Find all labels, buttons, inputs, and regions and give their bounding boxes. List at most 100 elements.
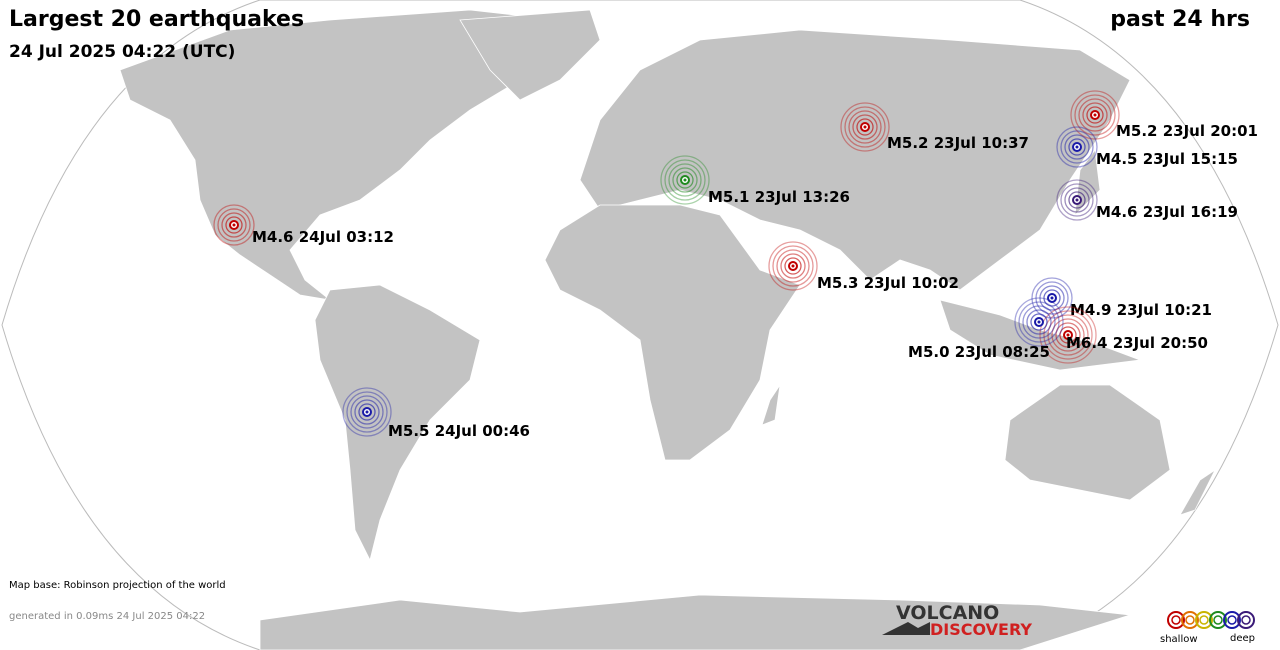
quake-ring [1056, 126, 1098, 168]
eurasia [579, 29, 1131, 291]
quake-ring [844, 106, 886, 148]
quake-ring [221, 212, 247, 238]
quake-ring [1068, 138, 1086, 156]
quake-ring [1018, 301, 1060, 343]
legend-ring [1237, 611, 1255, 629]
greenland [459, 9, 601, 101]
continents [119, 9, 1217, 650]
quake-marker [840, 102, 890, 152]
quake-ring [772, 245, 814, 287]
quake-ring [1070, 90, 1120, 140]
quake-marker [1056, 179, 1098, 221]
quake-marker [768, 241, 818, 291]
logo-mountain [882, 622, 930, 635]
legend-ring [1199, 615, 1209, 625]
quake-ring [346, 391, 388, 433]
quake-ring [1064, 134, 1090, 160]
quake-ring [350, 395, 384, 429]
quake-label: M5.0 23Jul 08:25 [908, 343, 1050, 361]
indonesia [939, 299, 1141, 371]
quake-center [1066, 333, 1070, 337]
quake-ring [1035, 281, 1069, 315]
quake-ring [848, 110, 882, 144]
quake-marker [1039, 306, 1097, 364]
quake-ring [358, 403, 376, 421]
quake-ring [768, 241, 818, 291]
quake-center [1037, 320, 1041, 324]
quake-ring [1039, 285, 1065, 311]
legend-ring [1227, 615, 1237, 625]
quake-label: M5.3 23Jul 10:02 [817, 274, 959, 292]
generated: generated in 0.09ms 24 Jul 2025 04:22 [9, 611, 205, 622]
quake-center [791, 264, 795, 268]
quake-ring [225, 216, 243, 234]
quake-ring [1074, 94, 1116, 136]
legend-deep: deep [1230, 633, 1255, 644]
quake-ring [217, 208, 251, 242]
quake-center [863, 125, 867, 129]
quake-ring [1022, 305, 1056, 339]
period: past 24 hrs [1110, 7, 1250, 32]
quake-center [1050, 296, 1054, 300]
quake-ring [1060, 130, 1094, 164]
quake-ring [852, 114, 878, 140]
legend-ring [1181, 611, 1199, 629]
quake-ring [1060, 183, 1094, 217]
quake-ring [1055, 322, 1081, 348]
quake-marker [1014, 297, 1064, 347]
quake-ring [1082, 102, 1108, 128]
quake-ring [672, 167, 698, 193]
quake-label: M4.6 23Jul 16:19 [1096, 203, 1238, 221]
logo-line2: DISCOVERY [930, 620, 1032, 639]
legend-ring [1209, 611, 1227, 629]
quake-label: M5.1 23Jul 13:26 [708, 188, 850, 206]
quake-marker [213, 204, 255, 246]
quake-ring [1026, 309, 1052, 335]
quake-ring [1056, 179, 1098, 221]
madagascar [761, 384, 781, 426]
quake-ring [840, 102, 890, 152]
africa [544, 204, 801, 461]
quake-marker [1056, 126, 1098, 168]
subtitle: 24 Jul 2025 04:22 (UTC) [9, 42, 235, 62]
quakes: M5.2 23Jul 20:01 M5.2 23Jul 10:37 M4.5 23J… [213, 90, 1258, 440]
quake-ring [213, 204, 255, 246]
quake-ring [668, 163, 702, 197]
legend-shallow: shallow [1160, 634, 1198, 645]
quake-ring [1014, 297, 1064, 347]
quake-ring [676, 171, 694, 189]
south-america [314, 284, 481, 562]
quake-center [1075, 145, 1079, 149]
quake-ring [1039, 306, 1097, 364]
quake-label: M4.6 24Jul 03:12 [252, 228, 394, 246]
quake-label: M5.2 23Jul 20:01 [1116, 122, 1258, 140]
legend-ring [1185, 615, 1195, 625]
quake-ring [780, 253, 806, 279]
antarctica [259, 594, 1131, 650]
quake-ring [1064, 187, 1090, 213]
legend-ring [1241, 615, 1251, 625]
quake-ring [342, 387, 392, 437]
quake-ring [660, 155, 710, 205]
quake-ring [664, 159, 706, 201]
legend-ring [1167, 611, 1185, 629]
quake-ring [1051, 318, 1085, 352]
quake-marker [1070, 90, 1120, 140]
quake-ring [776, 249, 810, 283]
quake-ring [354, 399, 380, 425]
quake-ring [1043, 289, 1061, 307]
australia [1004, 384, 1171, 501]
quake-ring [1031, 277, 1073, 319]
quake-ring [856, 118, 874, 136]
title: Largest 20 earthquakes [9, 7, 304, 32]
quake-center [232, 223, 236, 227]
quake-marker [1031, 277, 1073, 319]
legend-ring [1171, 615, 1181, 625]
quake-center [365, 410, 369, 414]
legend-ring [1223, 611, 1241, 629]
quake-center [683, 178, 687, 182]
quake-ring [1068, 191, 1086, 209]
quake-ring [1030, 313, 1048, 331]
quake-label: M4.9 23Jul 10:21 [1070, 301, 1212, 319]
